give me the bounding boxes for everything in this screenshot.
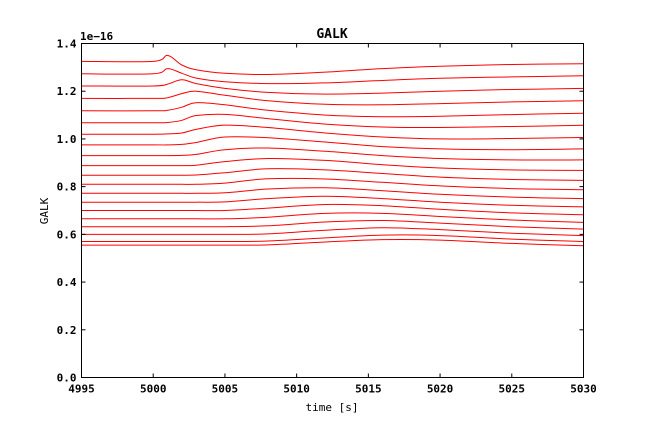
series-line-5 <box>81 102 584 118</box>
series-line-19 <box>81 234 584 243</box>
y-tick-label: 0.0 <box>57 372 77 385</box>
series-line-18 <box>81 227 584 237</box>
series-line-2 <box>81 68 584 85</box>
ticks-group: 4995 5000 5005 5010 5015 5020 5025 5030 0.0 0.2 0.… <box>57 38 597 396</box>
series-line-7 <box>81 124 584 140</box>
x-tick-label: 5025 <box>499 383 526 396</box>
x-tick-label: 5020 <box>427 383 454 396</box>
series-line-4 <box>81 90 584 106</box>
x-tick-label: 5010 <box>283 383 310 396</box>
series-line-10 <box>81 157 584 171</box>
series-line-17 <box>81 219 584 230</box>
y-tick-label: 0.2 <box>57 324 77 337</box>
chart-title: GALK <box>316 27 347 42</box>
series-line-6 <box>81 113 584 129</box>
x-tick-label: 5015 <box>355 383 382 396</box>
series-group <box>81 54 584 247</box>
series-line-3 <box>81 79 584 95</box>
series-line-9 <box>81 147 584 161</box>
y-tick-label: 1.4 <box>57 38 77 51</box>
x-tick-label: 5000 <box>140 383 167 396</box>
series-line-12 <box>81 177 584 191</box>
series-line-14 <box>81 195 584 208</box>
y-tick-label: 1.0 <box>57 133 77 146</box>
y-tick-label: 0.4 <box>57 276 77 289</box>
x-tick-label: 4995 <box>68 383 95 396</box>
y-tick-label: 0.8 <box>57 181 77 194</box>
series-line-20 <box>81 238 584 247</box>
y-tick-label: 1.2 <box>57 85 77 98</box>
x-axis-label: time [s] <box>306 401 359 414</box>
series-line-13 <box>81 187 584 200</box>
y-tick-label: 0.6 <box>57 228 77 241</box>
series-line-15 <box>81 203 584 216</box>
plot-frame <box>81 43 584 378</box>
x-tick-label: 5005 <box>212 383 239 396</box>
series-line-1 <box>81 54 584 76</box>
series-line-11 <box>81 168 584 181</box>
y-axis-label: GALK <box>38 197 51 224</box>
series-line-16 <box>81 212 584 223</box>
series-line-8 <box>81 136 584 151</box>
x-tick-label: 5030 <box>570 383 597 396</box>
y-axis-offset-label: 1e−16 <box>80 30 113 43</box>
